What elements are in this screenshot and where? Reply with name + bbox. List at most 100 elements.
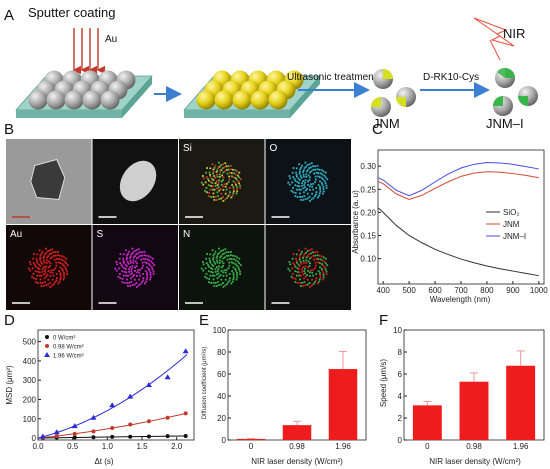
element-map-dot [40,261,43,263]
element-map-dot [59,272,62,275]
element-map-dot [216,255,219,258]
element-map-dot [306,274,308,276]
data-point [90,414,97,420]
element-map-dot [300,252,302,255]
element-map-dot [219,170,222,173]
data-point [164,374,171,380]
element-map-dot [295,257,297,260]
element-map-dot [310,170,313,173]
element-map-dot [209,181,212,183]
sputter-coating-label: Sputter coating [28,5,115,20]
y-tick-label: 2 [398,414,403,423]
element-map-dot [51,248,54,251]
element-map-dot [45,259,48,262]
element-map-dot [234,177,237,180]
element-map-dot [214,164,217,167]
element-map-dot [139,283,142,285]
em-tile-label: Au [10,229,22,240]
element-map-dot [29,263,32,266]
element-map-dot [315,171,318,174]
element-map-dot [131,247,134,250]
element-map-dot [319,276,322,279]
data-point [109,402,116,408]
element-map-dot [297,263,300,266]
element-map-dot [315,264,317,267]
element-map-dot [131,284,134,287]
element-map-dot [147,255,150,258]
element-map-dot [153,264,156,267]
element-map-dot [289,263,292,266]
element-map-dot [236,170,239,173]
element-map-dot [310,256,313,259]
element-map-dot [212,179,215,181]
element-map-dot [145,280,148,283]
element-map-dot [125,274,128,277]
element-map-dot [236,274,238,276]
element-map-dot [296,282,299,284]
element-map-dot [218,198,221,201]
element-map-dot [29,261,31,263]
element-map-dot [222,189,225,191]
panel-b-microscopy: B Si O Au S N [4,121,351,310]
x-tick-label: 0.0 [32,442,44,451]
element-map-dot [216,175,219,178]
element-map-dot [137,256,140,259]
element-map-dot [320,182,323,184]
element-map-dot [147,268,150,270]
element-map-dot [225,182,228,185]
element-map-dot [212,258,215,261]
element-map-dot [303,175,305,178]
element-map-dot [304,161,307,164]
fit-line [37,354,188,439]
element-map-dot [235,278,238,281]
element-map-dot [202,175,204,177]
element-map-dot [219,274,222,276]
element-map-dot [317,258,320,260]
x-tick-label: 600 [428,286,442,295]
data-point [54,434,59,439]
sphere [100,90,120,110]
element-map-dot [208,257,211,260]
element-map-dot [299,175,302,177]
element-map-dot [213,261,216,263]
legend-label: 0.98 W/cm² [53,345,84,351]
element-map-dot [59,278,62,281]
element-map-dot [135,253,138,256]
element-map-dot [225,254,228,257]
element-map-dot [137,269,139,272]
element-map-dot [235,264,238,267]
element-map-dot [205,262,208,264]
element-map-dot [229,257,231,260]
element-map-dot [304,189,307,192]
element-map-dot [227,281,230,283]
element-map-dot [232,176,235,179]
element-map-dot [216,281,219,283]
element-map-dot [315,257,318,260]
element-map-dot [302,255,305,258]
y-tick-label: 10 [393,326,402,335]
element-map-dot [300,199,302,201]
element-map-dot [126,261,129,263]
x-tick-label: 0 [425,442,430,451]
element-map-dot [138,271,141,274]
element-map-dot [59,254,61,257]
element-map-dot [304,198,307,201]
chart-f-xlabel: NIR laser density (W/cm²) [429,457,521,466]
element-map-dot [43,261,46,264]
panel-label-b: B [4,121,14,138]
element-map-dot [213,252,216,255]
element-map-dot [303,253,306,255]
x-tick-label: 0.98 [289,442,305,451]
element-map-dot [232,276,235,279]
y-tick-label: 400 [23,357,37,366]
element-map-dot [292,191,295,194]
sphere [196,90,216,110]
legend-marker [45,344,49,348]
element-map-dot [295,188,298,191]
element-map-dot [127,285,129,287]
element-map-dot [308,282,311,284]
legend-label: 1.96 W/cm² [53,354,84,360]
element-map-dot [230,164,232,167]
plot-frame [377,149,545,285]
element-map-dot [135,282,138,284]
